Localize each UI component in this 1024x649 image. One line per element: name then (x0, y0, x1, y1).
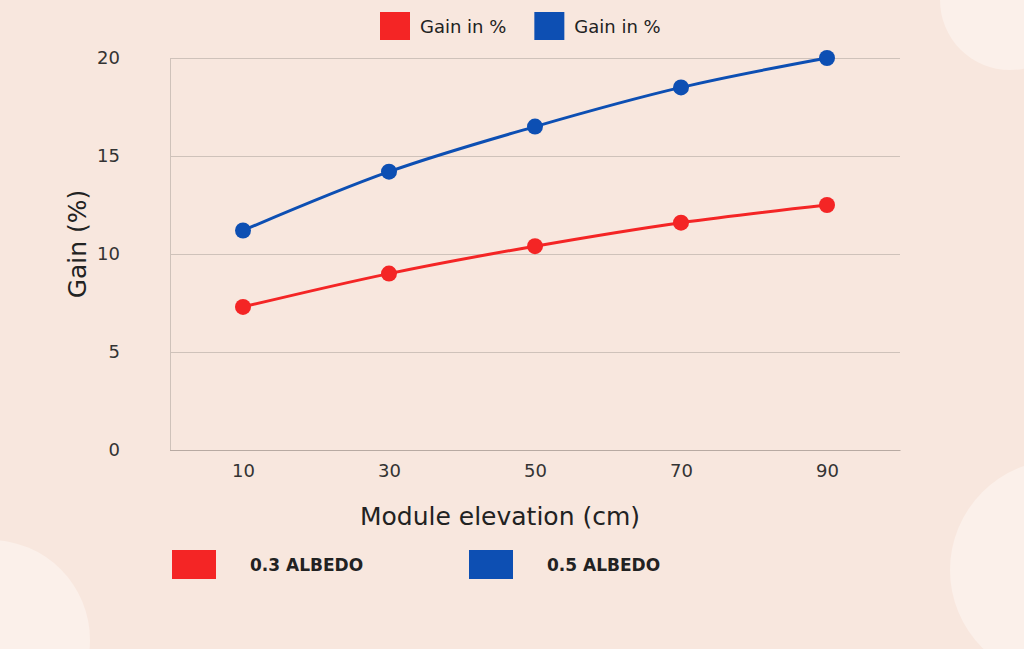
legend-item: Gain in % (534, 12, 660, 40)
x-tick-label: 50 (524, 460, 547, 481)
x-tick: 90 (816, 460, 839, 481)
decor-circle (0, 540, 90, 649)
series-line (243, 58, 827, 230)
series-point (381, 266, 397, 282)
x-tick: 70 (670, 460, 693, 481)
y-tick-label: 15 (97, 145, 120, 166)
key-swatch (469, 550, 513, 579)
y-axis-title: Gain (%) (63, 190, 92, 299)
key-label: 0.3 ALBEDO (250, 555, 363, 575)
x-tick: 50 (524, 460, 547, 481)
series-point (673, 215, 689, 231)
decor-circle (950, 460, 1024, 649)
x-tick-label: 10 (232, 460, 255, 481)
legend-swatch (534, 12, 564, 40)
y-tick: 15 (97, 145, 900, 166)
grid-line (170, 58, 900, 59)
legend-label: Gain in % (574, 16, 660, 37)
series-point (527, 119, 543, 135)
x-tick-label: 90 (816, 460, 839, 481)
chart: 0 5 10 15 20 10 30 50 70 90 Module elevation (cm) G… (0, 0, 1024, 649)
y-tick: 5 (109, 341, 900, 362)
series-point (235, 222, 251, 238)
grid-line (170, 352, 900, 353)
x-tick: 10 (232, 460, 255, 481)
y-tick: 20 (97, 47, 900, 68)
series-point (819, 50, 835, 66)
y-axis: 0 5 10 15 20 (97, 47, 900, 460)
series-line (243, 205, 827, 307)
series-point (527, 238, 543, 254)
legend-swatch (380, 12, 410, 40)
albedo-key: 0.3 ALBEDO 0.5 ALBEDO (172, 550, 660, 579)
x-tick: 30 (378, 460, 401, 481)
key-label: 0.5 ALBEDO (547, 555, 660, 575)
y-tick-label: 0 (109, 439, 120, 460)
x-tick-label: 30 (378, 460, 401, 481)
legend-item: Gain in % (380, 12, 506, 40)
series-point (673, 79, 689, 95)
y-tick: 0 (109, 439, 900, 460)
x-axis-title: Module elevation (cm) (360, 502, 640, 531)
grid-line (170, 450, 900, 451)
series-point (235, 299, 251, 315)
y-tick-label: 5 (109, 341, 120, 362)
grid-line (170, 156, 900, 157)
legend: Gain in % Gain in % (380, 12, 661, 40)
y-tick-label: 20 (97, 47, 120, 68)
decoration (0, 0, 1024, 649)
series-point (819, 197, 835, 213)
decor-circle (940, 0, 1024, 70)
series-point (381, 164, 397, 180)
x-axis: 10 30 50 70 90 (171, 451, 901, 481)
key-swatch (172, 550, 216, 579)
legend-label: Gain in % (420, 16, 506, 37)
x-tick-label: 70 (670, 460, 693, 481)
plot-marks (235, 50, 835, 315)
y-tick-label: 10 (97, 243, 120, 264)
x-axis-line (171, 450, 901, 451)
